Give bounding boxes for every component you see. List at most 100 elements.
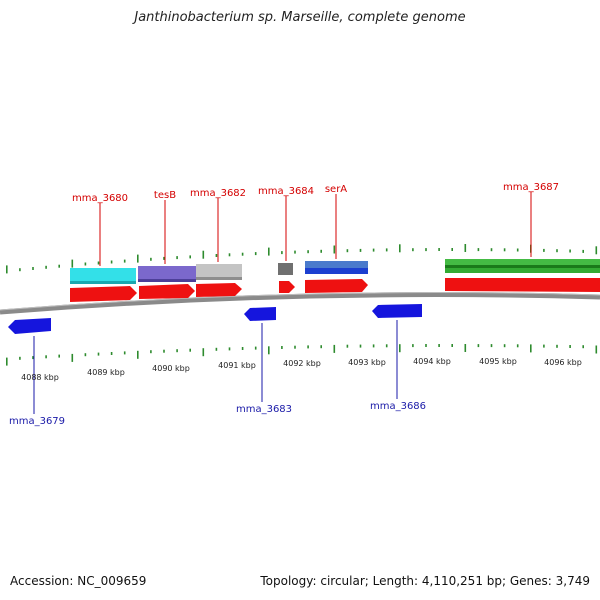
inner-tick-mark [516, 344, 519, 348]
label-leaders [33, 192, 532, 414]
forward-genes [70, 278, 600, 302]
inner-tick-mark [189, 348, 191, 352]
inner-tick-mark [412, 344, 414, 348]
gene-arrow-serA[interactable] [305, 279, 368, 293]
inner-tick-mark [176, 349, 178, 353]
gene-arrow-mma_3687[interactable] [445, 278, 600, 292]
cog-bar-mma_3684[interactable] [278, 263, 293, 275]
outer-tick-mark [569, 249, 571, 253]
inner-tick-mark [241, 347, 244, 350]
outer-tick-mark [307, 250, 309, 254]
gene-label-mma_3679[interactable]: mma_3679 [9, 416, 65, 427]
outer-tick-mark [438, 248, 440, 251]
gene-arrow-mma_3684[interactable] [279, 281, 295, 293]
gene-label-serA[interactable]: serA [325, 184, 347, 195]
cog-bar-tesB[interactable] [138, 266, 196, 280]
inner-tick-mark [399, 344, 401, 353]
outer-tick-mark [294, 250, 296, 254]
cog-track [70, 259, 600, 284]
outer-tick-mark [503, 248, 506, 252]
inner-tick-mark [84, 353, 87, 357]
outer-tick-mark [19, 268, 21, 272]
inner-tick-mark [32, 356, 34, 360]
outer-tick-mark [215, 254, 218, 257]
inner-tick-mark [202, 348, 205, 357]
outer-tick-mark [516, 248, 519, 252]
kbp-label-4094: 4094 kbp [413, 357, 451, 366]
outer-tick-ring [6, 244, 598, 274]
outer-tick-mark [595, 246, 598, 255]
outer-tick-mark [372, 248, 375, 252]
outer-tick-mark [451, 248, 453, 251]
outer-tick-mark [399, 244, 401, 253]
outer-tick-mark [464, 244, 467, 252]
inner-tick-mark [569, 345, 571, 348]
outer-tick-mark [32, 267, 34, 270]
inner-tick-mark [45, 355, 47, 359]
outer-tick-mark [425, 248, 427, 252]
gene-arrow-mma_3682[interactable] [196, 283, 242, 297]
gene-arrow-mma_3679[interactable] [8, 318, 51, 334]
inner-tick-mark [425, 344, 427, 347]
outer-tick-mark [320, 249, 322, 253]
inner-tick-mark [503, 344, 506, 348]
outer-tick-mark [123, 259, 126, 263]
kbp-label-4096: 4096 kbp [544, 358, 582, 367]
gene-arrow-mma_3683[interactable] [244, 307, 276, 321]
outer-tick-mark [333, 245, 336, 254]
inner-tick-mark [254, 346, 257, 350]
accession-text: Accession: NC_009659 [10, 574, 147, 588]
inner-tick-mark [333, 344, 336, 353]
cog-bar-serA[interactable] [305, 261, 368, 269]
gene-arrow-mma_3686[interactable] [372, 304, 422, 318]
genome-backbone-highlight [0, 292, 600, 311]
kbp-label-4090: 4090 kbp [152, 364, 190, 373]
outer-tick-mark [6, 265, 8, 274]
cog-bar-mma_3680[interactable] [70, 268, 136, 282]
gene-label-mma_3687[interactable]: mma_3687 [503, 182, 559, 193]
inner-tick-mark [556, 344, 558, 348]
cog-bar-mma_3682[interactable] [196, 264, 242, 278]
gene-label-mma_3684[interactable]: mma_3684 [258, 186, 314, 197]
outer-tick-mark [281, 251, 283, 255]
gene-label-mma_3686[interactable]: mma_3686 [370, 401, 426, 412]
inner-tick-mark [137, 350, 139, 359]
outer-tick-mark [543, 248, 545, 252]
inner-tick-mark [228, 347, 231, 351]
outer-tick-mark [97, 261, 100, 265]
inner-tick-mark [490, 344, 493, 348]
inner-tick-mark [6, 357, 8, 366]
outer-tick-mark [202, 250, 205, 259]
kbp-label-4088: 4088 kbp [21, 373, 59, 382]
inner-tick-mark [346, 344, 349, 348]
outer-tick-mark [58, 264, 60, 268]
inner-tick-mark [307, 345, 309, 349]
gene-arrow-mma_3680[interactable] [70, 286, 137, 302]
inner-tick-mark [438, 344, 440, 347]
inner-tick-mark [530, 344, 532, 353]
gene-label-mma_3682[interactable]: mma_3682 [190, 188, 246, 199]
inner-tick-mark [320, 345, 322, 349]
gene-label-mma_3683[interactable]: mma_3683 [236, 404, 292, 415]
inner-tick-ring [6, 344, 598, 366]
outer-tick-mark [45, 265, 47, 269]
kbp-label-4095: 4095 kbp [479, 357, 517, 366]
inner-tick-mark [359, 344, 362, 348]
gene-label-mma_3680[interactable]: mma_3680 [72, 193, 128, 204]
outer-tick-mark [359, 248, 362, 252]
kbp-label-4089: 4089 kbp [87, 368, 125, 377]
inner-tick-mark [123, 351, 126, 355]
inner-tick-mark [385, 344, 388, 348]
gene-label-tesB[interactable]: tesB [154, 190, 176, 201]
outer-tick-mark [189, 255, 191, 259]
outer-tick-mark [268, 247, 270, 256]
inner-tick-mark [150, 350, 152, 354]
gene-arrow-tesB[interactable] [139, 284, 195, 299]
cog-bar-mma_3687[interactable] [445, 259, 600, 266]
genome-title: Janthinobacterium sp. Marseille, complet… [134, 10, 466, 25]
genome-backbone [0, 292, 600, 315]
outer-tick-mark [477, 248, 480, 252]
kbp-label-4093: 4093 kbp [348, 358, 386, 367]
outer-tick-mark [110, 260, 113, 264]
